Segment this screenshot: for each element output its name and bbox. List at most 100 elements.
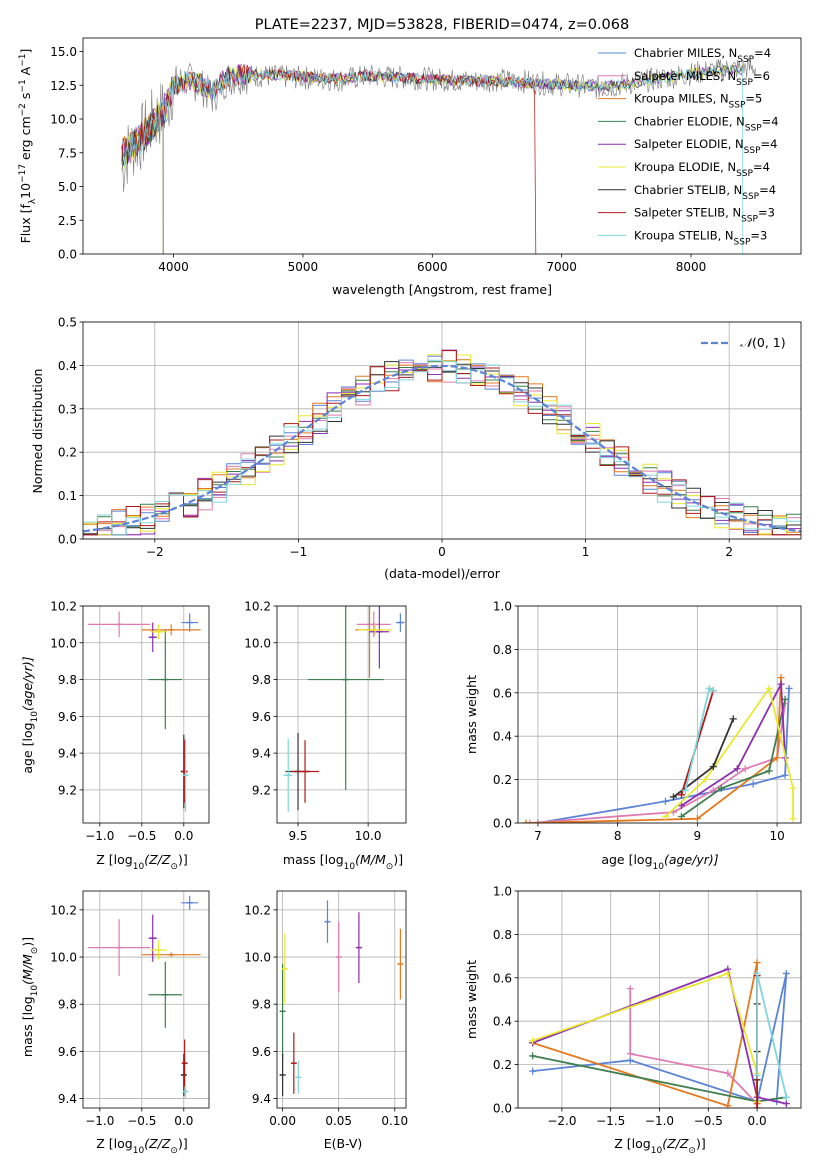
point-marker bbox=[765, 684, 773, 692]
y-tick-label: 10.0 bbox=[50, 951, 77, 965]
errorbar-chabrier_miles bbox=[396, 613, 405, 632]
y-tick-label: 0.0 bbox=[58, 248, 77, 262]
point-marker bbox=[785, 684, 793, 692]
point-marker bbox=[709, 763, 717, 771]
x-tick-label: −2 bbox=[146, 545, 164, 559]
point-marker bbox=[777, 680, 785, 688]
massweight-vs-age-axes: 7 8 9 10 0.0 0.2 0.4 0.6 0.8 1.0 bbox=[493, 600, 802, 843]
plot-area bbox=[284, 606, 405, 812]
point-marker bbox=[789, 784, 797, 792]
errorbar-chabrier_miles bbox=[181, 895, 199, 910]
series-line-kroupa_elodie bbox=[532, 972, 758, 1102]
x-tick-label: 7 bbox=[534, 829, 542, 843]
plot-area bbox=[522, 674, 797, 823]
point-marker bbox=[626, 985, 634, 993]
spectrum-legend: Chabrier MILES, NSSP=4 Salpeter MILES, NS… bbox=[598, 46, 779, 247]
x-tick-label: 6000 bbox=[417, 260, 448, 274]
point-marker bbox=[693, 815, 701, 823]
legend-entry: Salpeter MILES, NSSP=6 bbox=[634, 69, 770, 88]
errorbar-salpeter_miles bbox=[88, 919, 151, 976]
x-tick-label: −1.5 bbox=[596, 1114, 625, 1128]
series-line-salpeter_miles bbox=[629, 988, 758, 1105]
x-tick-label: 0.0 bbox=[748, 1114, 767, 1128]
y-tick-label: 2.5 bbox=[58, 214, 77, 228]
series-line-salpeter_elodie bbox=[680, 680, 786, 807]
errorbar-kroupa_miles bbox=[141, 624, 201, 636]
legend-entry: Chabrier ELODIE, NSSP=4 bbox=[634, 114, 779, 133]
y-tick-label: 1.0 bbox=[493, 885, 512, 899]
y-tick-label: 0.4 bbox=[493, 730, 512, 744]
x-axis-label: age [log10(age/yr)] bbox=[601, 852, 718, 872]
model-spectrum-salpeter_stelib bbox=[121, 64, 537, 254]
x-tick-label: 8 bbox=[614, 829, 622, 843]
series-line-chabrier_miles bbox=[537, 688, 790, 823]
x-tick-label: −1.0 bbox=[645, 1114, 674, 1128]
point-marker bbox=[781, 771, 789, 779]
y-tick-label: 0.6 bbox=[493, 971, 512, 985]
plot-area bbox=[529, 959, 790, 1108]
x-tick-label: 9.5 bbox=[288, 829, 307, 843]
y-tick-label: 9.4 bbox=[252, 747, 271, 761]
normal-curve bbox=[83, 364, 801, 533]
point-marker bbox=[724, 1102, 732, 1108]
x-axis-label: Z [log10(Z/Z⊙)] bbox=[614, 1136, 705, 1156]
x-tick-label: 1 bbox=[582, 545, 590, 559]
x-tick-label: −1.0 bbox=[85, 829, 114, 843]
x-tick-label: −1.0 bbox=[85, 1114, 114, 1128]
y-tick-label: 9.6 bbox=[252, 710, 271, 724]
point-marker bbox=[724, 1069, 732, 1077]
point-marker bbox=[626, 1056, 634, 1064]
residual-legend: 𝒩(0, 1) bbox=[701, 335, 786, 350]
model-spectrum-kroupa_stelib bbox=[121, 64, 744, 254]
y-tick-label: 10.2 bbox=[244, 600, 271, 614]
y-tick-label: 0.4 bbox=[493, 1015, 512, 1029]
point-marker bbox=[526, 819, 534, 823]
point-marker bbox=[753, 959, 761, 967]
errorbar-salpeter_miles bbox=[356, 611, 391, 638]
errorbar-kroupa_stelib bbox=[295, 1060, 302, 1094]
y-tick-label: 9.8 bbox=[58, 998, 77, 1012]
point-marker bbox=[733, 765, 741, 773]
mass-vs-ebv-axes: 0.00 0.05 0.10 9.4 9.6 9.8 10.0 10.2 bbox=[244, 890, 408, 1128]
x-axis-label: (data-model)/error bbox=[384, 566, 501, 581]
x-tick-label: 10.0 bbox=[355, 829, 382, 843]
y-axis-label: mass weight bbox=[464, 675, 479, 754]
point-marker bbox=[709, 687, 717, 695]
y-tick-label: 0.2 bbox=[493, 1058, 512, 1072]
x-tick-label: −0.5 bbox=[694, 1114, 723, 1128]
y-tick-label: 9.2 bbox=[58, 783, 77, 797]
axes-frame bbox=[82, 37, 802, 255]
errorbar-kroupa_elodie bbox=[150, 940, 167, 960]
y-tick-label: 10.2 bbox=[50, 600, 77, 614]
y-axis-label: age [log10(age/yr)] bbox=[20, 656, 40, 773]
y-tick-label: 10.2 bbox=[50, 903, 77, 917]
point-marker bbox=[749, 780, 757, 788]
point-marker bbox=[789, 815, 797, 823]
y-tick-label: 9.6 bbox=[252, 1045, 271, 1059]
errorbar-salpeter_elodie bbox=[369, 606, 390, 669]
y-tick-label: 1.0 bbox=[493, 600, 512, 614]
errorbar-salpeter_elodie bbox=[148, 622, 157, 652]
x-tick-label: 8000 bbox=[676, 260, 707, 274]
point-marker bbox=[677, 802, 685, 810]
errorbar-salpeter_miles bbox=[88, 611, 151, 638]
x-tick-label: 0.0 bbox=[174, 829, 193, 843]
y-tick-label: 10.0 bbox=[50, 636, 77, 650]
y-tick-label: 9.4 bbox=[252, 1092, 271, 1106]
errorbar-salpeter_elodie bbox=[148, 914, 157, 962]
massweight-vs-z-axes: −2.0 −1.5 −1.0 −0.5 0.0 0.0 0.2 0.4 0.6 0.8 1.0 bbox=[493, 885, 802, 1128]
errorbar-chabrier_miles bbox=[181, 613, 199, 632]
point-marker bbox=[765, 767, 773, 775]
point-marker bbox=[677, 791, 685, 799]
y-tick-label: 10.0 bbox=[50, 113, 77, 127]
point-marker bbox=[729, 715, 737, 723]
y-axis-label: Flux [fλ10−17 erg cm−2 s−1 A−1] bbox=[18, 49, 38, 244]
x-tick-label: 2 bbox=[725, 545, 733, 559]
point-marker bbox=[529, 1052, 537, 1060]
legend-entry: Kroupa MILES, NSSP=5 bbox=[634, 92, 762, 111]
series-line-chabrier_elodie bbox=[680, 699, 786, 818]
y-axis-label: mass weight bbox=[464, 960, 479, 1039]
chart-title: PLATE=2237, MJD=53828, FIBERID=0474, z=0… bbox=[255, 17, 629, 33]
x-tick-label: 9 bbox=[694, 829, 702, 843]
